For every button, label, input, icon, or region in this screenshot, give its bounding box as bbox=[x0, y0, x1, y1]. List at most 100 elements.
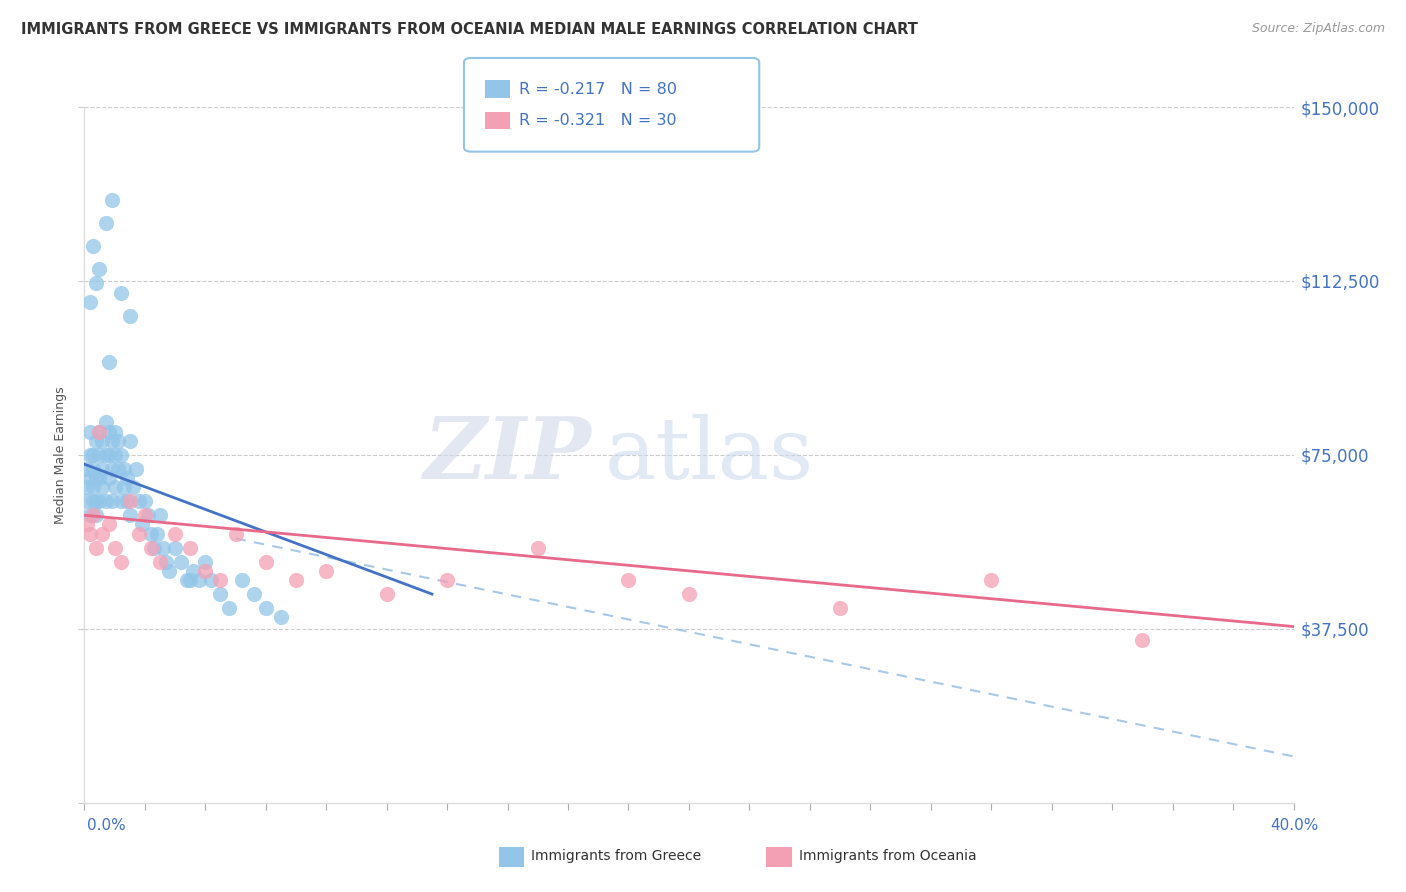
Text: IMMIGRANTS FROM GREECE VS IMMIGRANTS FROM OCEANIA MEDIAN MALE EARNINGS CORRELATI: IMMIGRANTS FROM GREECE VS IMMIGRANTS FRO… bbox=[21, 22, 918, 37]
Point bbox=[194, 564, 217, 578]
Point bbox=[285, 573, 308, 587]
Point bbox=[139, 541, 162, 555]
Point bbox=[980, 573, 1002, 587]
Point bbox=[86, 541, 108, 555]
Point bbox=[179, 573, 201, 587]
Point bbox=[118, 309, 141, 323]
Point bbox=[104, 480, 127, 494]
Point bbox=[110, 285, 132, 300]
Point bbox=[86, 277, 108, 291]
Point bbox=[97, 425, 120, 439]
Point bbox=[86, 434, 108, 448]
Point bbox=[112, 480, 135, 494]
Point bbox=[375, 587, 398, 601]
Point bbox=[152, 541, 174, 555]
Point bbox=[94, 448, 117, 462]
Point bbox=[82, 480, 104, 494]
Point bbox=[97, 471, 120, 485]
Point bbox=[100, 434, 122, 448]
Point bbox=[82, 448, 104, 462]
Point bbox=[118, 508, 141, 523]
Point bbox=[149, 508, 172, 523]
Point bbox=[76, 494, 98, 508]
Point bbox=[100, 494, 122, 508]
Point bbox=[89, 494, 111, 508]
Point bbox=[86, 494, 108, 508]
Point bbox=[181, 564, 204, 578]
Point bbox=[82, 508, 104, 523]
Point bbox=[97, 448, 120, 462]
Point bbox=[79, 448, 101, 462]
Point bbox=[76, 517, 98, 532]
Point bbox=[79, 508, 101, 523]
Point bbox=[91, 526, 114, 541]
Point bbox=[91, 434, 114, 448]
Point bbox=[176, 573, 198, 587]
Point bbox=[139, 526, 162, 541]
Point bbox=[1130, 633, 1153, 648]
Point bbox=[76, 462, 98, 476]
Text: Source: ZipAtlas.com: Source: ZipAtlas.com bbox=[1251, 22, 1385, 36]
Point bbox=[165, 541, 187, 555]
Point bbox=[254, 601, 277, 615]
Point bbox=[225, 526, 247, 541]
Point bbox=[270, 610, 292, 624]
Point bbox=[110, 555, 132, 569]
Point bbox=[104, 448, 127, 462]
Point bbox=[82, 462, 104, 476]
Point bbox=[617, 573, 640, 587]
Point bbox=[146, 526, 169, 541]
Text: Immigrants from Greece: Immigrants from Greece bbox=[531, 849, 702, 863]
Point bbox=[110, 448, 132, 462]
Point bbox=[678, 587, 700, 601]
Text: 0.0%: 0.0% bbox=[87, 818, 127, 832]
Point bbox=[157, 564, 180, 578]
Point bbox=[89, 262, 111, 277]
Point bbox=[79, 425, 101, 439]
Point bbox=[104, 425, 127, 439]
Text: R = -0.321   N = 30: R = -0.321 N = 30 bbox=[519, 113, 676, 128]
Point bbox=[79, 526, 101, 541]
Point bbox=[209, 587, 232, 601]
Point bbox=[76, 480, 98, 494]
Point bbox=[209, 573, 232, 587]
Point bbox=[194, 555, 217, 569]
Point bbox=[115, 494, 138, 508]
Point bbox=[179, 541, 201, 555]
Point bbox=[128, 494, 150, 508]
Point bbox=[79, 471, 101, 485]
Point bbox=[128, 526, 150, 541]
Point bbox=[170, 555, 193, 569]
Point bbox=[94, 416, 117, 430]
Point bbox=[97, 517, 120, 532]
Point bbox=[82, 494, 104, 508]
Point bbox=[188, 573, 211, 587]
Point bbox=[254, 555, 277, 569]
Point bbox=[136, 508, 159, 523]
Point bbox=[91, 480, 114, 494]
Point bbox=[104, 541, 127, 555]
Text: R = -0.217   N = 80: R = -0.217 N = 80 bbox=[519, 82, 676, 96]
Text: atlas: atlas bbox=[605, 413, 814, 497]
Point bbox=[79, 294, 101, 309]
Point bbox=[149, 555, 172, 569]
Point bbox=[91, 462, 114, 476]
Point bbox=[86, 471, 108, 485]
Point bbox=[118, 494, 141, 508]
Point bbox=[89, 448, 111, 462]
Point bbox=[436, 573, 458, 587]
Point bbox=[82, 239, 104, 253]
Point bbox=[242, 587, 264, 601]
Point bbox=[94, 494, 117, 508]
Point bbox=[315, 564, 337, 578]
Point bbox=[97, 355, 120, 369]
Point bbox=[121, 480, 143, 494]
Point bbox=[231, 573, 253, 587]
Point bbox=[155, 555, 177, 569]
Point bbox=[218, 601, 240, 615]
Text: ZIP: ZIP bbox=[425, 413, 592, 497]
Point bbox=[131, 517, 153, 532]
Point bbox=[527, 541, 550, 555]
Point bbox=[100, 462, 122, 476]
Point bbox=[94, 216, 117, 230]
